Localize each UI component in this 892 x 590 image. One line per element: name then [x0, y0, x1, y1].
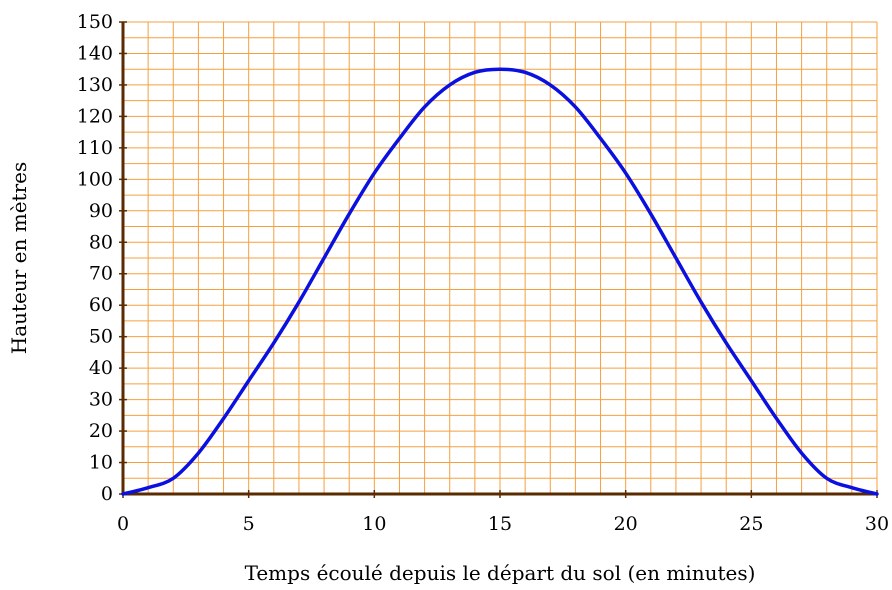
grid-minor: [122, 21, 878, 495]
y-tick-label: 110: [77, 137, 113, 159]
y-tick-label: 150: [77, 11, 113, 33]
series-layer: [121, 67, 879, 496]
x-tick-labels: 0 5 10 15 20 25 30: [117, 513, 889, 535]
y-tick-labels: 0 10 20 30 40 50 60 70 80 90 100 110 120 130 140 150: [77, 11, 113, 505]
x-axis-title: Temps écoulé depuis le départ du sol (en…: [245, 561, 756, 585]
x-tick-label: 15: [488, 513, 512, 535]
y-tick-label: 50: [89, 326, 113, 348]
y-tick-label: 140: [77, 42, 113, 64]
y-tick-label: 90: [89, 200, 113, 222]
y-tick-label: 60: [89, 294, 113, 316]
x-tick-label: 20: [614, 513, 638, 535]
y-tick-label: 0: [101, 483, 113, 505]
y-tick-label: 120: [77, 105, 113, 127]
y-tick-label: 10: [89, 452, 113, 474]
y-tick-label: 70: [89, 263, 113, 285]
axes: [121, 22, 877, 496]
y-tick-label: 20: [89, 420, 113, 442]
y-axis-title: Hauteur en mètres: [7, 162, 31, 355]
y-tick-label: 130: [77, 74, 113, 96]
y-tick-label: 80: [89, 231, 113, 253]
x-tick-label: 5: [243, 513, 255, 535]
y-tick-label: 30: [89, 389, 113, 411]
y-tick-label: 40: [89, 357, 113, 379]
x-tick-label: 25: [739, 513, 763, 535]
x-tick-label: 0: [117, 513, 129, 535]
x-tick-label: 10: [362, 513, 386, 535]
y-tick-label: 100: [77, 168, 113, 190]
grid-major: [119, 21, 878, 498]
x-tick-label: 30: [865, 513, 889, 535]
series-line: [121, 67, 879, 496]
